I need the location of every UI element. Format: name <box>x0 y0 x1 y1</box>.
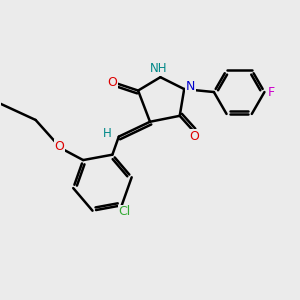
Text: O: O <box>190 130 200 142</box>
Text: N: N <box>185 80 195 93</box>
Text: F: F <box>267 85 274 98</box>
Text: NH: NH <box>150 62 168 75</box>
Text: Cl: Cl <box>118 205 131 218</box>
Text: H: H <box>103 127 112 140</box>
Text: O: O <box>107 76 117 89</box>
Text: O: O <box>54 140 64 153</box>
